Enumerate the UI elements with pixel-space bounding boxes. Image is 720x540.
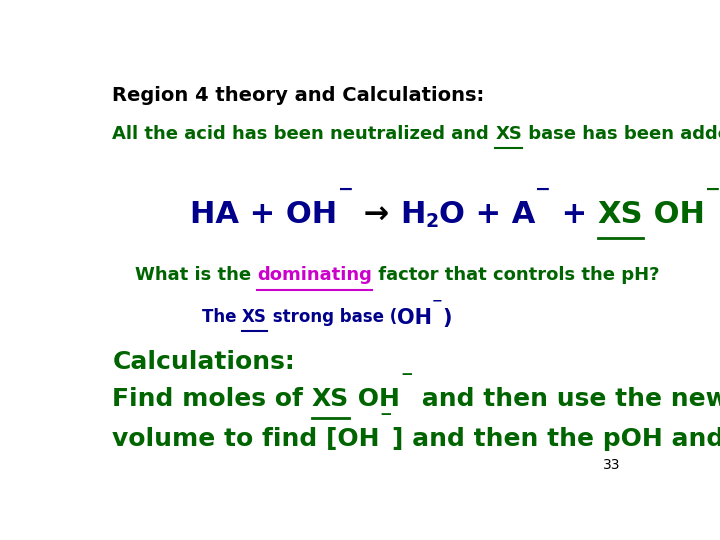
Text: Region 4 theory and Calculations:: Region 4 theory and Calculations: [112,85,485,105]
Text: ): ) [443,308,452,328]
Text: volume to find [OH: volume to find [OH [112,427,380,450]
Text: What is the: What is the [135,266,257,285]
Text: →: → [354,200,400,229]
Text: Find moles of: Find moles of [112,387,312,411]
Text: −: − [535,180,551,199]
Text: Calculations:: Calculations: [112,349,295,374]
Text: All the acid has been neutralized and: All the acid has been neutralized and [112,125,495,143]
Text: The: The [202,308,242,326]
Text: XS: XS [495,125,522,143]
Text: −: − [432,295,443,308]
Text: −: − [705,180,720,199]
Text: OH: OH [397,308,432,328]
Text: XS: XS [598,200,643,229]
Text: −: − [380,407,392,422]
Text: +: + [551,200,598,229]
Text: factor that controls the pH?: factor that controls the pH? [372,266,660,285]
Text: base has been added: base has been added [522,125,720,143]
Text: XS: XS [242,308,266,326]
Text: H: H [400,200,426,229]
Text: O + A: O + A [438,200,535,229]
Text: 2: 2 [426,212,438,231]
Text: XS: XS [312,387,349,411]
Text: HA + OH: HA + OH [190,200,338,229]
Text: 33: 33 [603,458,620,472]
Text: −: − [338,180,354,199]
Text: strong base (: strong base ( [266,308,397,326]
Text: OH: OH [643,200,705,229]
Text: dominating: dominating [257,266,372,285]
Text: OH: OH [349,387,400,411]
Text: and then use the new: and then use the new [413,387,720,411]
Text: −: − [400,367,413,382]
Text: ] and then the pOH and pH.: ] and then the pOH and pH. [392,427,720,450]
